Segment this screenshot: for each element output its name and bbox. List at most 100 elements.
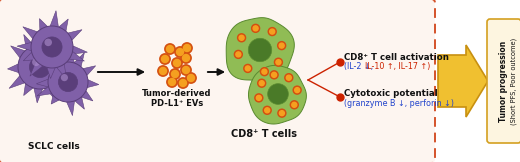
Circle shape	[262, 69, 267, 74]
Polygon shape	[50, 11, 58, 27]
Circle shape	[255, 94, 263, 102]
Polygon shape	[48, 36, 61, 52]
Polygon shape	[249, 65, 306, 124]
Polygon shape	[38, 35, 46, 46]
Text: PD-L1⁺ EVs: PD-L1⁺ EVs	[151, 98, 203, 108]
Circle shape	[295, 88, 300, 93]
Polygon shape	[24, 35, 34, 50]
Circle shape	[30, 56, 50, 78]
Circle shape	[249, 38, 271, 62]
Text: (granzyme B ↓, perforin ↓): (granzyme B ↓, perforin ↓)	[344, 99, 454, 109]
Circle shape	[181, 65, 191, 75]
Polygon shape	[42, 64, 54, 74]
Circle shape	[263, 106, 271, 114]
Circle shape	[278, 109, 286, 117]
Polygon shape	[72, 46, 87, 54]
FancyBboxPatch shape	[487, 19, 520, 143]
Polygon shape	[67, 54, 74, 63]
Circle shape	[175, 47, 185, 57]
Circle shape	[184, 45, 190, 52]
Text: CD8⁺ T cell activation: CD8⁺ T cell activation	[344, 52, 449, 62]
Polygon shape	[40, 19, 47, 30]
Polygon shape	[34, 88, 43, 103]
Polygon shape	[81, 91, 93, 101]
Circle shape	[172, 70, 178, 77]
Polygon shape	[438, 45, 488, 117]
Circle shape	[170, 69, 180, 79]
Circle shape	[270, 71, 278, 79]
Circle shape	[182, 43, 192, 53]
Circle shape	[292, 102, 297, 107]
Circle shape	[279, 111, 284, 116]
Circle shape	[181, 53, 191, 63]
Circle shape	[235, 50, 242, 58]
Circle shape	[44, 39, 52, 46]
Circle shape	[48, 62, 88, 102]
Circle shape	[168, 79, 176, 86]
Polygon shape	[74, 52, 84, 67]
Circle shape	[160, 68, 166, 75]
Circle shape	[238, 34, 245, 42]
Circle shape	[172, 58, 182, 68]
Polygon shape	[75, 97, 84, 109]
Circle shape	[256, 95, 262, 100]
Polygon shape	[58, 55, 71, 63]
Text: Tumor progression: Tumor progression	[500, 40, 509, 122]
Circle shape	[183, 54, 189, 62]
Circle shape	[174, 59, 180, 66]
Circle shape	[261, 68, 268, 76]
Polygon shape	[17, 42, 32, 51]
Polygon shape	[57, 74, 68, 83]
Circle shape	[160, 54, 170, 64]
Circle shape	[165, 44, 175, 54]
Circle shape	[253, 26, 258, 31]
Polygon shape	[37, 86, 52, 96]
Polygon shape	[57, 64, 67, 79]
Text: (IL-2 ↓,: (IL-2 ↓,	[344, 63, 375, 71]
Circle shape	[293, 86, 301, 94]
Circle shape	[244, 64, 252, 72]
Circle shape	[31, 26, 73, 68]
Circle shape	[268, 84, 289, 104]
Circle shape	[276, 60, 281, 65]
Polygon shape	[226, 18, 294, 82]
Polygon shape	[30, 61, 43, 76]
Circle shape	[265, 108, 270, 113]
Text: Tumor-derived: Tumor-derived	[142, 89, 212, 98]
Circle shape	[179, 80, 187, 87]
Polygon shape	[36, 79, 49, 87]
Text: Cytotoxic potential: Cytotoxic potential	[344, 89, 438, 98]
Circle shape	[239, 35, 244, 40]
Text: (Short PFS, Poor outcome): (Short PFS, Poor outcome)	[511, 37, 517, 125]
Polygon shape	[23, 52, 35, 61]
Circle shape	[18, 45, 62, 89]
Polygon shape	[59, 19, 68, 31]
Polygon shape	[51, 95, 59, 104]
Circle shape	[186, 73, 196, 83]
Polygon shape	[24, 84, 33, 96]
Circle shape	[285, 74, 293, 82]
Circle shape	[287, 75, 291, 80]
Circle shape	[183, 66, 189, 74]
Circle shape	[268, 28, 276, 36]
Polygon shape	[52, 52, 62, 66]
Circle shape	[245, 66, 250, 71]
Circle shape	[61, 74, 68, 81]
Circle shape	[176, 48, 184, 56]
Circle shape	[271, 72, 277, 77]
Polygon shape	[87, 80, 99, 88]
Circle shape	[58, 72, 77, 92]
Polygon shape	[83, 66, 96, 75]
Circle shape	[259, 81, 264, 86]
Polygon shape	[23, 27, 37, 39]
Circle shape	[278, 42, 285, 50]
Polygon shape	[68, 30, 82, 40]
Polygon shape	[61, 64, 76, 73]
Text: CD8⁺ T cells: CD8⁺ T cells	[231, 129, 297, 139]
FancyBboxPatch shape	[0, 0, 435, 162]
Circle shape	[290, 101, 298, 109]
Circle shape	[270, 29, 275, 34]
Circle shape	[167, 77, 177, 87]
Polygon shape	[69, 51, 84, 61]
Polygon shape	[10, 46, 25, 58]
